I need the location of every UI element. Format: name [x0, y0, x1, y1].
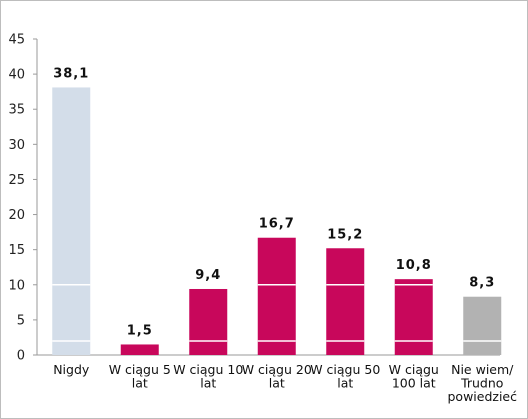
data-label: 16,7: [259, 217, 295, 232]
y-tick-label: 15: [8, 243, 25, 258]
y-tick-label: 40: [8, 68, 25, 83]
data-label: 1,5: [127, 323, 153, 338]
bar: [189, 288, 228, 355]
x-tick-label: W ciągu 10 lat: [173, 362, 243, 391]
y-tick-label: 0: [17, 349, 25, 364]
x-tick-label: W ciągu 5 lat: [109, 362, 171, 391]
x-tick-label: W ciągu 50 lat: [310, 362, 380, 391]
y-tick-label: 5: [17, 313, 25, 328]
bar: [326, 248, 365, 355]
y-tick-label: 30: [8, 138, 25, 153]
y-tick-label: 45: [8, 33, 25, 48]
y-tick-label: 25: [8, 173, 25, 188]
bars: 38,1 1,5 9,4 16,7 15,2 10,8 8,3: [52, 66, 502, 355]
x-tick-label: W ciągu 100 lat: [389, 362, 439, 391]
bar: [394, 279, 433, 355]
bar: [52, 87, 91, 355]
y-axis: 0 5 10 15 20 25 30 35 40 45: [8, 33, 500, 364]
y-tick-label: 35: [8, 103, 25, 118]
bar: [120, 344, 159, 355]
data-label: 9,4: [195, 268, 221, 283]
x-tick-label: Nie wiem/Trudno powiedzieć: [447, 362, 517, 404]
y-tick-label: 10: [8, 278, 25, 293]
bar: [257, 237, 296, 355]
x-tick-label: W ciągu 20 lat: [242, 362, 312, 391]
data-label: 8,3: [469, 276, 495, 291]
y-tick-label: 20: [8, 208, 25, 223]
data-label: 15,2: [327, 227, 363, 242]
data-label: 10,8: [396, 258, 432, 273]
data-label: 38,1: [53, 66, 89, 81]
x-tick-label: Nigdy: [53, 362, 90, 377]
bar: [463, 296, 502, 355]
